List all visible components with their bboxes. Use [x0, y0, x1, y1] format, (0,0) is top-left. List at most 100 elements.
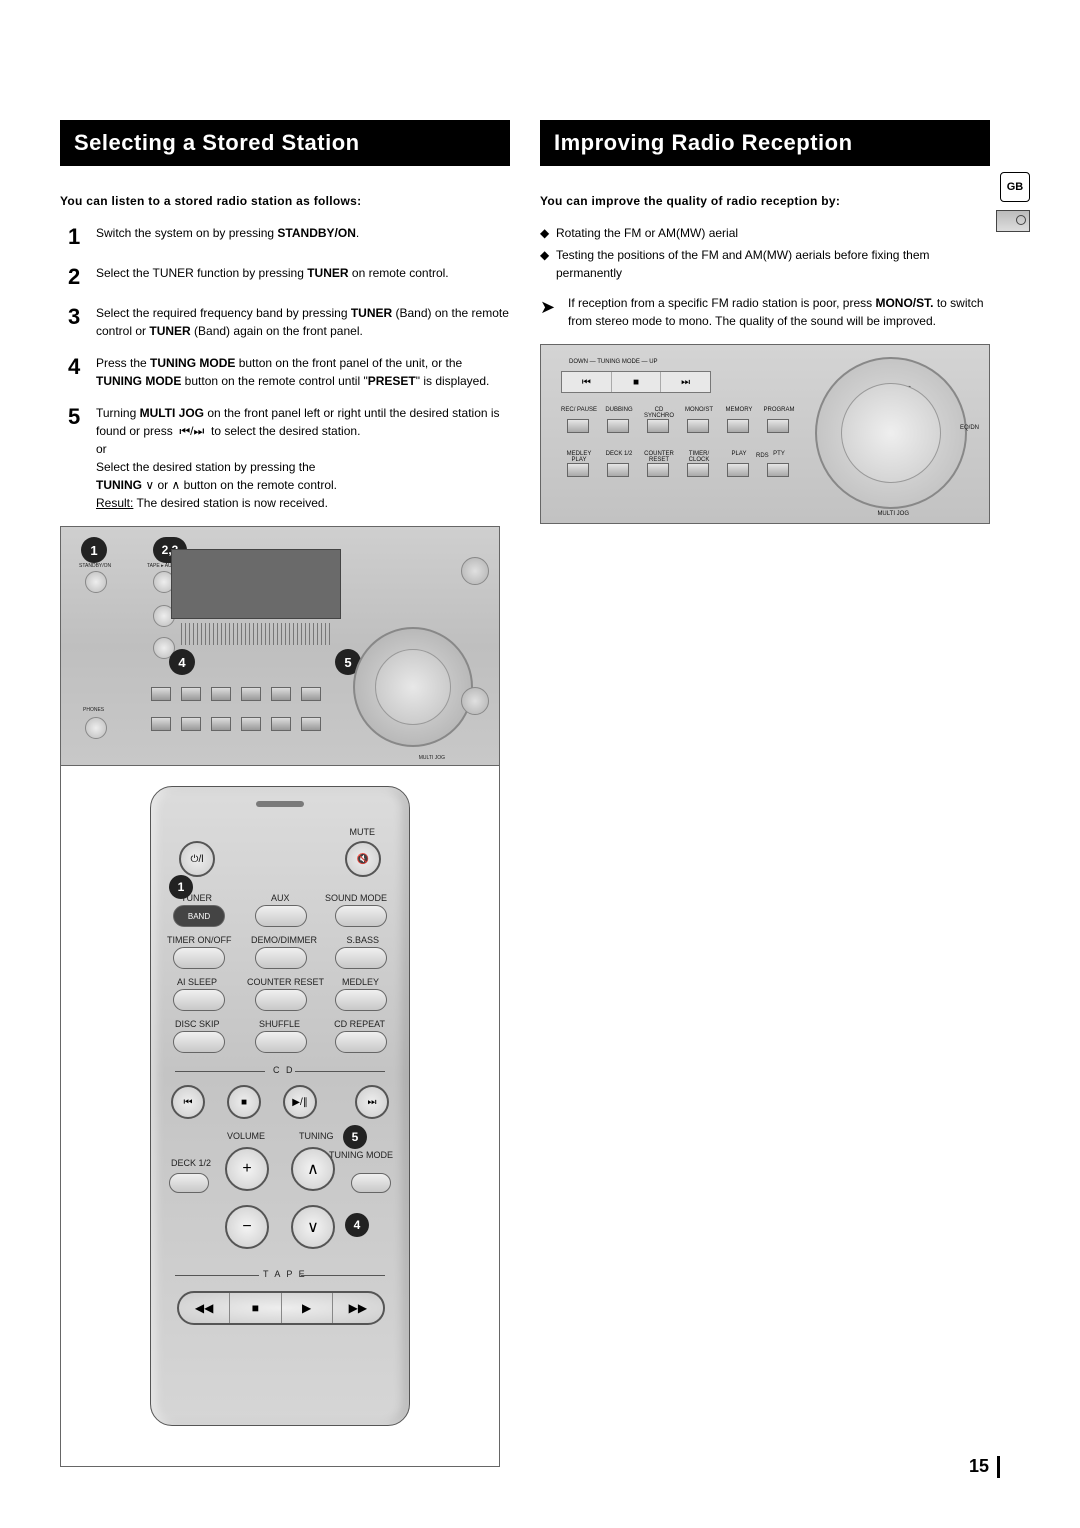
standby-button-icon	[85, 571, 107, 593]
panel-button-icon	[767, 419, 789, 433]
soundmode-button	[335, 905, 387, 927]
panel-label: DUBBING	[601, 407, 637, 413]
tape-rew-icon: ◀◀	[179, 1293, 230, 1323]
panel-button-icon	[767, 463, 789, 477]
panel-button-icon	[687, 463, 709, 477]
sqbtn-icon	[211, 717, 231, 731]
phones-jack-icon	[85, 717, 107, 739]
radio-icon	[996, 210, 1030, 232]
tape-stop-icon: ■	[230, 1293, 281, 1323]
multi-jog-label: MULTI JOG	[877, 511, 909, 517]
callout-4: 4	[169, 649, 195, 675]
tuning-up-button-icon: ∧	[291, 1147, 335, 1191]
label: MULTI JOG	[419, 755, 445, 761]
label: DEMO/DIMMER	[251, 935, 317, 945]
volume-label: VOLUME	[227, 1131, 265, 1141]
remote-control-figure: MUTE ⏻/l 🔇 1 TUNER AUX SOUND MODE BAND T…	[150, 786, 410, 1426]
volume-plus-button-icon: +	[225, 1147, 269, 1191]
step-text: Select the required frequency band by pr…	[96, 304, 510, 340]
right-section-title: Improving Radio Reception	[540, 120, 990, 166]
tuning-transport: ⏮ ■ ⏭	[561, 371, 711, 393]
bullet-icon: ◆	[540, 224, 556, 242]
panel-label: COUNTER RESET	[641, 451, 677, 463]
label: MEDLEY	[342, 977, 379, 987]
band-button: BAND	[173, 905, 225, 927]
right-intro: You can improve the quality of radio rec…	[540, 194, 990, 208]
page-number: 15	[969, 1456, 1000, 1478]
label: AI SLEEP	[177, 977, 217, 987]
divider	[175, 1275, 259, 1276]
next-icon: ⏭	[661, 372, 710, 392]
label: S.BASS	[346, 935, 379, 945]
clock-hand-icon	[864, 411, 893, 436]
step: 2Select the TUNER function by pressing T…	[68, 264, 510, 290]
bullet: ◆Rotating the FM or AM(MW) aerial	[540, 224, 990, 242]
small-knob-icon	[461, 557, 489, 585]
label: CD REPEAT	[334, 1019, 385, 1029]
tip-arrow-icon: ➤	[540, 294, 568, 330]
label: PHONES	[83, 707, 104, 713]
divider	[175, 1071, 265, 1072]
sqbtn-icon	[241, 687, 261, 701]
left-steps: 1Switch the system on by pressing STANDB…	[68, 224, 510, 512]
volume-minus-button-icon: −	[225, 1205, 269, 1249]
step-number: 3	[68, 304, 96, 330]
counter-reset-button	[255, 989, 307, 1011]
panel-button-icon	[727, 419, 749, 433]
remote-callout-4: 4	[345, 1213, 369, 1237]
panel-label: MONO/ST	[681, 407, 717, 413]
panel-button-icon	[567, 419, 589, 433]
sqbtn-icon	[211, 687, 231, 701]
multi-jog-dial-icon	[353, 627, 473, 747]
panel-label: PROGRAM	[761, 407, 797, 413]
remote-callout-1: 1	[169, 875, 193, 899]
step: 4Press the TUNING MODE button on the fro…	[68, 354, 510, 390]
label: SHUFFLE	[259, 1019, 300, 1029]
ai-sleep-button	[173, 989, 225, 1011]
sqbtn-icon	[181, 687, 201, 701]
left-intro: You can listen to a stored radio station…	[60, 194, 510, 208]
callout-1: 1	[81, 537, 107, 563]
bullet-icon: ◆	[540, 246, 556, 282]
button-row	[151, 717, 351, 731]
panel-button-icon	[607, 463, 629, 477]
panel-label: REC/ PAUSE	[561, 407, 597, 413]
sqbtn-icon	[181, 717, 201, 731]
gb-badge: GB	[1000, 172, 1030, 202]
sqbtn-icon	[241, 717, 261, 731]
tuning-mode-button	[351, 1173, 391, 1193]
medley-button	[335, 989, 387, 1011]
tape-play-icon: ▶	[282, 1293, 333, 1323]
deck12-label: DECK 1/2	[171, 1159, 211, 1169]
tip-text: If reception from a specific FM radio st…	[568, 294, 990, 330]
button-row	[151, 687, 351, 701]
label: TIMER ON/OFF	[167, 935, 232, 945]
panel-label: CD SYNCHRO	[641, 407, 677, 419]
cd-stop-button-icon: ■	[227, 1085, 261, 1119]
step-text: Select the TUNER function by pressing TU…	[96, 264, 449, 282]
panel-button-icon	[607, 419, 629, 433]
panel-button-icon	[687, 419, 709, 433]
cd-label: C D	[273, 1065, 295, 1075]
bullet-text: Testing the positions of the FM and AM(M…	[556, 246, 990, 282]
stop-icon: ■	[612, 372, 662, 392]
step-number: 2	[68, 264, 96, 290]
tuning-label: TUNING	[299, 1131, 334, 1141]
power-button-icon: ⏻/l	[179, 841, 215, 877]
step: 1Switch the system on by pressing STANDB…	[68, 224, 510, 250]
tuning-mode-label: DOWN — TUNING MODE — UP	[569, 359, 658, 365]
mute-label: MUTE	[350, 827, 376, 837]
divider	[295, 1071, 385, 1072]
deck12-button	[169, 1173, 209, 1193]
right-column: Improving Radio Reception You can improv…	[540, 120, 990, 1467]
bullet: ◆Testing the positions of the FM and AM(…	[540, 246, 990, 282]
demo-dimmer-button	[255, 947, 307, 969]
remote-figure-wrapper: MUTE ⏻/l 🔇 1 TUNER AUX SOUND MODE BAND T…	[60, 766, 500, 1467]
panel-label: PTY	[761, 451, 797, 457]
page-content: Selecting a Stored Station You can liste…	[0, 0, 1080, 1527]
label: AUX	[271, 893, 290, 903]
tuning-mode-label: TUNING MODE	[329, 1151, 393, 1161]
tuning-down-button-icon: ∨	[291, 1205, 335, 1249]
divider	[301, 1275, 385, 1276]
tape-transport: ◀◀ ■ ▶ ▶▶	[177, 1291, 385, 1325]
